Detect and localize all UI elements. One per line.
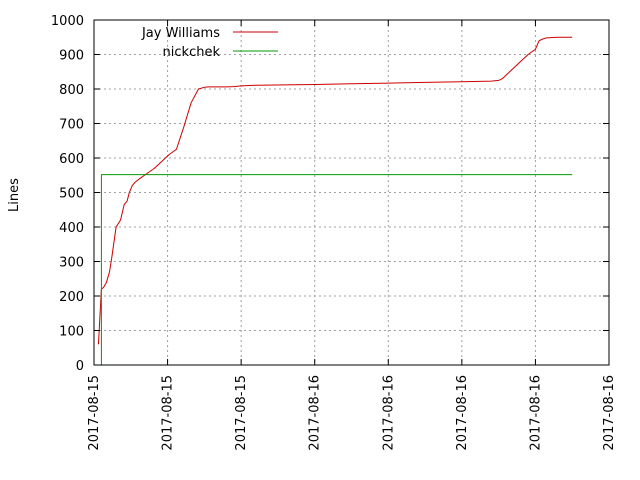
y-tick-label: 800 <box>59 83 84 98</box>
x-tick-label: 2017-08-16 <box>308 375 323 451</box>
y-axis-label: Lines <box>7 178 22 212</box>
grid-lines <box>94 20 609 365</box>
series-line-2 <box>100 174 573 365</box>
y-axis: 0 100 200 300 400 500 600 700 800 900 1000 <box>51 14 609 374</box>
x-axis: 2017-08-15 2017-08-15 2017-08-15 2017-08-16… <box>87 20 617 451</box>
y-tick-label: 1000 <box>51 14 84 29</box>
series-layer <box>97 36 573 365</box>
y-tick-label: 700 <box>59 118 84 133</box>
x-tick-label: 2017-08-15 <box>87 375 102 451</box>
x-tick-label: 2017-08-15 <box>161 375 176 451</box>
y-tick-label: 100 <box>59 325 84 340</box>
x-tick-label: 2017-08-16 <box>602 375 617 451</box>
y-tick-label: 900 <box>59 49 84 64</box>
x-tick-label: 2017-08-16 <box>455 375 470 451</box>
x-tick-label: 2017-08-16 <box>528 375 543 451</box>
legend-label: Jay Williams <box>141 26 220 41</box>
legend: Jay Williams nickchek <box>141 26 278 60</box>
y-tick-label: 600 <box>59 152 84 167</box>
plot-frame <box>93 19 610 366</box>
y-tick-label: 500 <box>59 187 84 202</box>
x-tick-label: 2017-08-15 <box>234 375 249 451</box>
y-tick-label: 300 <box>59 256 84 271</box>
series-line-1 <box>97 36 573 345</box>
legend-label: nickchek <box>163 45 221 60</box>
x-tick-label: 2017-08-16 <box>381 375 396 451</box>
y-tick-label: 200 <box>59 290 84 305</box>
y-tick-label: 400 <box>59 221 84 236</box>
y-tick-label: 0 <box>76 359 84 374</box>
